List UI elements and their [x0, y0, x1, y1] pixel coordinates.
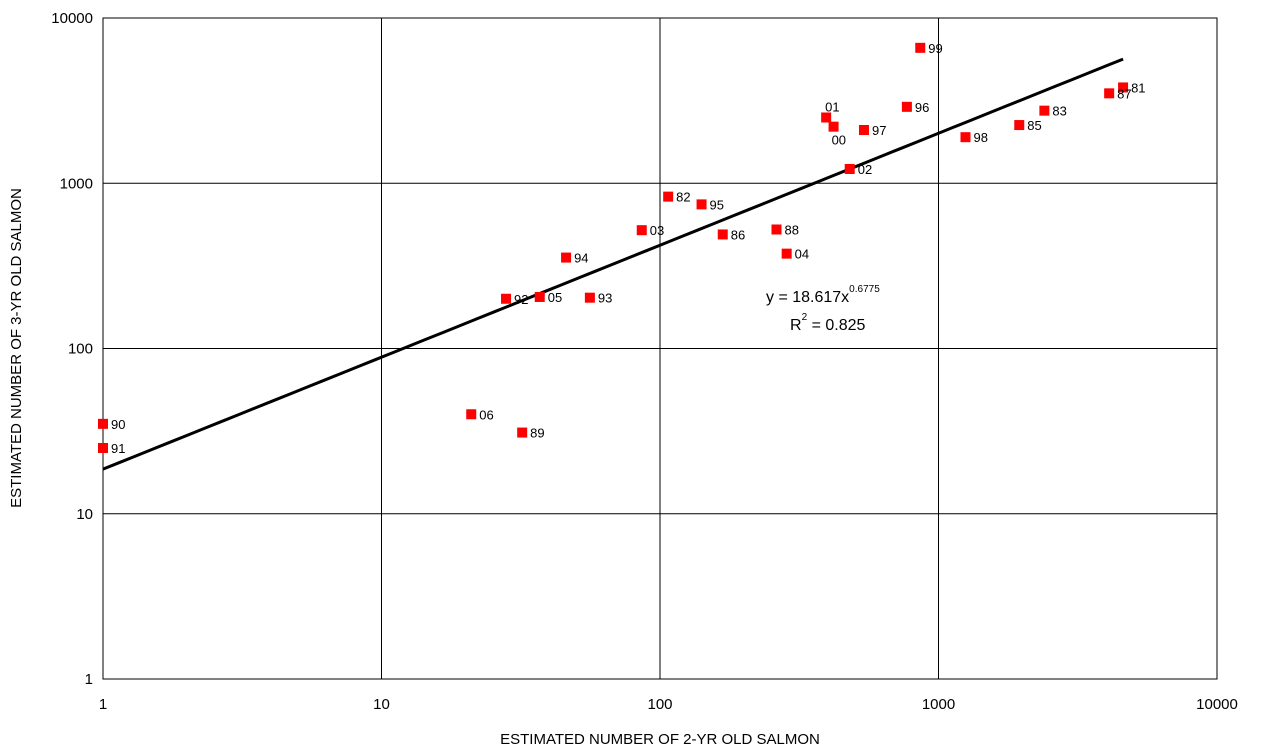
data-point: [821, 112, 832, 123]
data-point-label: 91: [111, 441, 125, 456]
data-point: [717, 229, 728, 240]
data-point: [534, 291, 545, 302]
x-tick-label: 10000: [1196, 696, 1238, 713]
data-point-label: 00: [832, 133, 846, 148]
data-point: [771, 224, 782, 235]
trendline-equation: y = 18.617x0.6775: [766, 284, 880, 306]
data-point-label: 85: [1027, 118, 1041, 133]
x-tick-label: 1: [99, 696, 107, 713]
data-point: [98, 442, 108, 453]
data-point-label: 86: [731, 227, 745, 242]
data-point: [858, 125, 869, 136]
data-point: [828, 121, 839, 132]
data-point-label: 81: [1131, 80, 1145, 95]
r2-exponent: 2: [802, 312, 808, 323]
data-point: [781, 248, 792, 259]
data-point-label: 87: [1117, 86, 1131, 101]
data-point: [466, 409, 477, 420]
data-point-label: 92: [514, 292, 528, 307]
data-point: [844, 163, 855, 174]
trendline-group: [102, 57, 1124, 471]
data-point: [663, 191, 674, 202]
tick-labels: 1 10 100 1000 10000 1 10 100 1000 10000: [51, 10, 1238, 713]
y-tick-label: 1: [85, 671, 93, 688]
data-point-label: 02: [858, 162, 872, 177]
data-point: [584, 292, 595, 303]
x-tick-label: 100: [647, 696, 672, 713]
data-point-label: 82: [676, 190, 690, 205]
data-point: [1118, 82, 1129, 93]
data-point-label: 01: [825, 99, 839, 114]
trendline: [102, 57, 1124, 471]
data-point: [1039, 105, 1050, 116]
equation-main: y = 18.617x: [766, 289, 849, 306]
data-point-label: 04: [795, 247, 809, 262]
x-tick-label: 1000: [922, 696, 955, 713]
data-point: [1104, 88, 1115, 99]
data-point: [960, 132, 971, 143]
data-point-label: 96: [915, 100, 929, 115]
data-point: [98, 418, 108, 429]
data-point-label: 97: [872, 123, 886, 138]
y-tick-label: 100: [68, 341, 93, 358]
data-point-label: 90: [111, 417, 125, 432]
data-point: [517, 427, 528, 438]
y-axis-title: ESTIMATED NUMBER OF 3-YR OLD SALMON: [8, 188, 25, 508]
data-point-label: 06: [479, 407, 493, 422]
data-point-label: 05: [548, 290, 562, 305]
data-point: [1014, 120, 1025, 131]
x-tick-label: 10: [373, 696, 390, 713]
r2-prefix: R: [790, 317, 802, 334]
y-tick-label: 10000: [51, 10, 93, 27]
r2-value: = 0.825: [807, 317, 865, 334]
data-point-label: 93: [598, 291, 612, 306]
grid-lines: [103, 18, 1217, 679]
data-point-label: 88: [784, 222, 798, 237]
data-point: [696, 199, 707, 210]
data-point-label: 03: [650, 223, 664, 238]
data-point-label: 83: [1052, 104, 1066, 119]
y-tick-label: 1000: [60, 175, 93, 192]
data-point-label: 99: [928, 41, 942, 56]
data-point: [636, 225, 647, 236]
data-point: [561, 252, 572, 263]
data-points: 81 82 83 85 86 87 88 89 90 91 92 93 94 95 96 97 98 99 00 01…: [98, 41, 1146, 456]
data-point-label: 89: [530, 426, 544, 441]
y-tick-label: 10: [76, 506, 93, 523]
x-axis-title: ESTIMATED NUMBER OF 2-YR OLD SALMON: [500, 731, 820, 748]
data-point-label: 94: [574, 251, 588, 266]
data-point-label: 98: [973, 130, 987, 145]
data-point: [501, 293, 512, 304]
r-squared-label: R2 = 0.825: [790, 312, 866, 334]
data-point-label: 95: [710, 197, 724, 212]
data-point: [915, 42, 926, 53]
equation-exponent: 0.6775: [849, 284, 880, 295]
data-point: [901, 101, 912, 112]
